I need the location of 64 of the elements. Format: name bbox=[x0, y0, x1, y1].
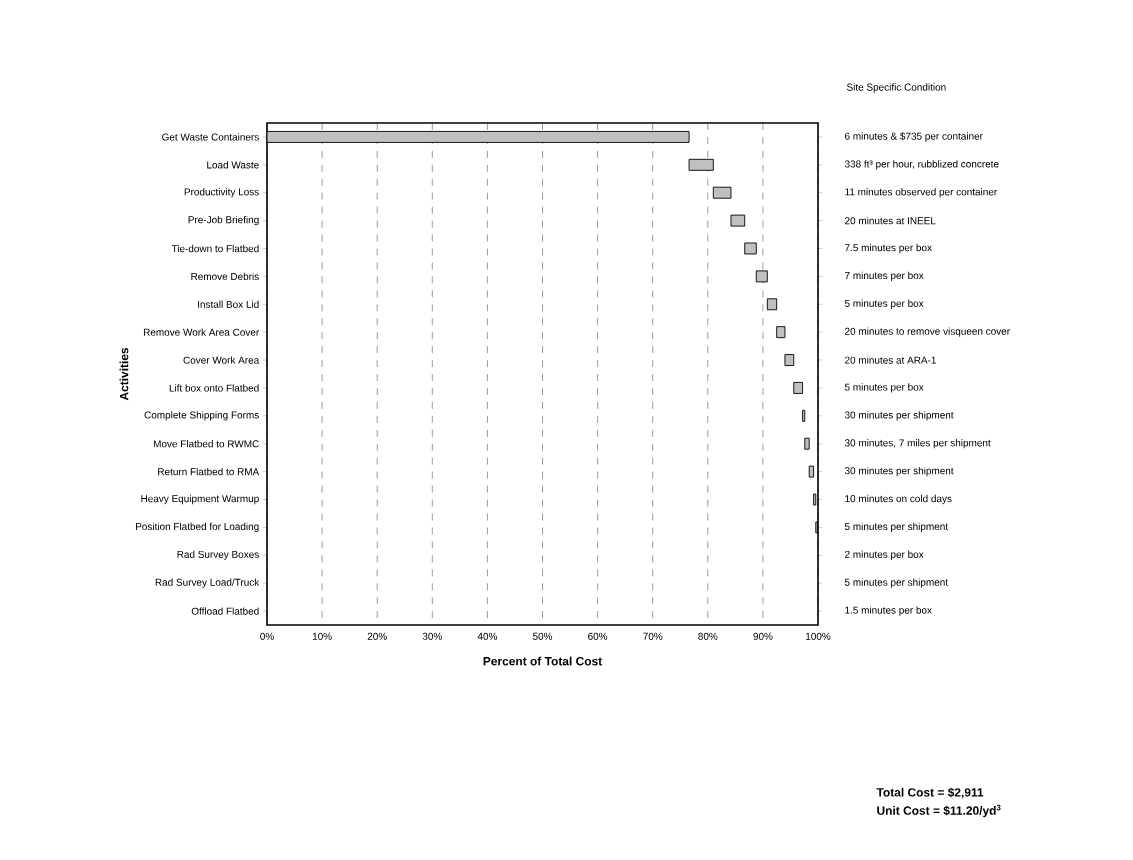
y-tick-label: Remove Work Area Cover bbox=[143, 328, 260, 336]
x-tick-label: 50% bbox=[532, 632, 553, 640]
text: Site Specific Condition bbox=[846, 83, 946, 93]
text: 2 minutes per box bbox=[845, 550, 924, 560]
y-tick-label: Productivity Loss bbox=[184, 188, 259, 198]
text: 5 minutes per shipment bbox=[844, 522, 948, 533]
bar bbox=[755, 270, 768, 283]
text: Total Cost = $2,911 bbox=[876, 787, 984, 799]
y-tick-label: Tie-down to Flatbed bbox=[171, 244, 259, 253]
y-tick-label: Position Flatbed for Loading bbox=[135, 522, 259, 533]
text: 338 ft³ per hour, rubblized concrete bbox=[844, 160, 999, 170]
y-tick-label: Heavy Equipment Warmup bbox=[141, 494, 259, 505]
y-tick-label: Remove Debris bbox=[191, 272, 259, 281]
text: 30 minutes per shipment bbox=[844, 411, 954, 421]
text: 5 minutes per shipment bbox=[844, 578, 948, 588]
bar bbox=[712, 186, 732, 199]
y-tick-label: Get Waste Containers bbox=[162, 133, 259, 141]
x-tick-label: 20% bbox=[367, 632, 387, 640]
bar bbox=[802, 409, 806, 422]
y-tick-label: Lift box onto Flatbed bbox=[169, 384, 259, 392]
text: 10 minutes on cold days bbox=[845, 494, 952, 505]
x-tick-label: 30% bbox=[422, 632, 442, 640]
y-axis-title: Activities bbox=[119, 347, 129, 401]
bar bbox=[804, 437, 810, 450]
text: 1.5 minutes per box bbox=[845, 606, 932, 616]
y-tick-label: Install Box Lid bbox=[198, 300, 259, 308]
text: 5 minutes per box bbox=[844, 383, 924, 393]
text: 20 minutes at ARA-1 bbox=[845, 356, 936, 364]
y-tick-label: Rad Survey Load/Truck bbox=[155, 578, 260, 588]
text: 30 minutes, 7 miles per shipment bbox=[844, 439, 991, 449]
y-tick-label: Pre-Job Briefing bbox=[188, 215, 259, 226]
bar bbox=[784, 354, 795, 366]
bar bbox=[744, 242, 757, 255]
bar bbox=[776, 326, 786, 339]
text: Unit Cost = $11.20/yd$^{3}$ bbox=[877, 804, 1001, 818]
x-tick-label: 0% bbox=[260, 632, 274, 640]
y-tick-label: Complete Shipping Forms bbox=[144, 411, 259, 421]
x-tick-label: 70% bbox=[643, 632, 663, 640]
text: 5 minutes per box bbox=[844, 299, 924, 309]
x-tick-label: 40% bbox=[477, 632, 498, 640]
bar bbox=[730, 214, 746, 227]
x-tick-label: 60% bbox=[588, 632, 608, 640]
x-tick-label: 10% bbox=[312, 632, 332, 640]
x-tick-label: 80% bbox=[698, 632, 718, 640]
x-axis-title: Percent of Total Cost bbox=[483, 656, 603, 666]
y-tick-label: Load Waste bbox=[207, 161, 259, 169]
bar bbox=[688, 158, 714, 171]
text: 30 minutes per shipment bbox=[844, 466, 954, 477]
x-tick-label: 100% bbox=[806, 632, 831, 640]
text: 6 minutes & $735 per container bbox=[845, 132, 983, 142]
y-tick-label: Move Flatbed to RWMC bbox=[153, 440, 259, 448]
y-tick-label: Cover Work Area bbox=[183, 356, 260, 364]
x-tick-label: 90% bbox=[753, 632, 773, 640]
text: 20 minutes to remove visqueen cover bbox=[845, 327, 1010, 337]
text: 20 minutes at INEEL bbox=[845, 216, 936, 225]
y-tick-label: Rad Survey Boxes bbox=[177, 550, 259, 560]
y-tick-label: Offload Flatbed bbox=[191, 607, 259, 615]
bar bbox=[808, 465, 815, 478]
text: 11 minutes observed per container bbox=[845, 188, 997, 198]
text: 7.5 minutes per box bbox=[845, 243, 932, 254]
bar bbox=[766, 298, 778, 311]
y-tick-label: Return Flatbed to RMA bbox=[158, 467, 260, 476]
bar bbox=[793, 381, 804, 394]
text: 7 minutes per box bbox=[845, 271, 924, 282]
